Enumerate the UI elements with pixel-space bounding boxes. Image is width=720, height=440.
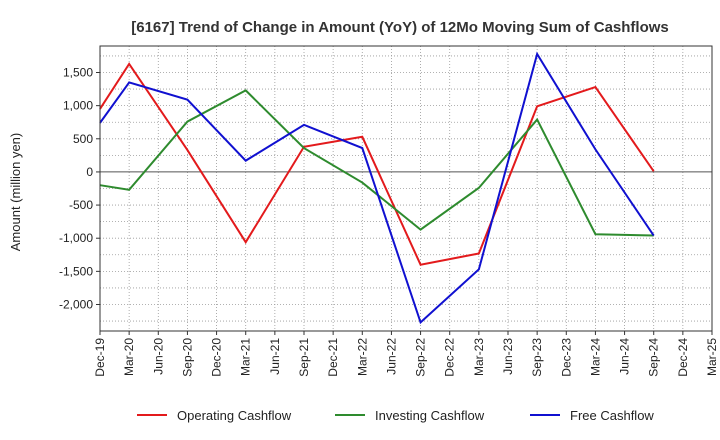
x-tick-label: Mar-20 [122,338,136,376]
x-tick-label: Sep-22 [414,338,428,377]
x-tick-label: Mar-23 [472,338,486,376]
x-tick-label: Sep-21 [297,338,311,377]
series-line-operating-cashflow [99,62,655,266]
y-tick-label: -1,500 [59,264,93,278]
x-tick-label: Dec-20 [210,338,224,377]
legend-item-investing-cashflow: Investing Cashflow [335,408,485,423]
legend-label: Operating Cashflow [177,408,292,423]
y-axis-label: Amount (million yen) [8,133,23,252]
x-tick-label: Dec-24 [676,338,690,377]
x-tick-label: Mar-24 [588,338,602,376]
y-tick-label: -2,000 [59,297,93,311]
grid-layer [99,46,713,331]
x-tick-label: Sep-24 [647,338,661,377]
x-tick-label: Jun-24 [618,338,632,375]
axes-layer [99,45,713,332]
y-tick-label: 500 [73,132,93,146]
x-tick-label: Jun-22 [384,338,398,375]
x-tick-label: Mar-21 [239,338,253,376]
x-tick-label: Dec-19 [93,338,107,377]
legend: Operating Cashflow Investing Cashflow Free… [137,408,654,423]
x-tick-label: Jun-20 [151,338,165,375]
legend-label: Investing Cashflow [375,408,485,423]
x-tick-label: Dec-21 [326,338,340,377]
y-tick-label: 0 [86,165,93,179]
ticks-layer: -2,000 -1,500 -1,000 -500 0 500 1,000 1,500 Dec-… [59,66,719,377]
y-tick-label: -1,000 [59,231,93,245]
y-tick-label: 1,500 [63,66,93,80]
x-tick-label: Sep-20 [180,338,194,377]
legend-item-free-cashflow: Free Cashflow [530,408,654,423]
x-tick-label: Mar-25 [705,338,719,376]
x-tick-label: Jun-21 [268,338,282,375]
legend-label: Free Cashflow [570,408,654,423]
x-tick-label: Mar-22 [355,338,369,376]
legend-item-operating-cashflow: Operating Cashflow [137,408,292,423]
x-tick-label: Sep-23 [530,338,544,377]
y-tick-label: -500 [69,198,93,212]
series-line-investing-cashflow [99,89,654,237]
x-tick-label: Dec-22 [443,338,457,377]
x-tick-label: Jun-23 [501,338,515,375]
x-tick-label: Dec-23 [559,338,573,377]
y-tick-label: 1,000 [63,99,93,113]
plot-frame [99,45,713,332]
chart-title: [6167] Trend of Change in Amount (YoY) o… [131,19,669,36]
series-layer [99,51,655,325]
